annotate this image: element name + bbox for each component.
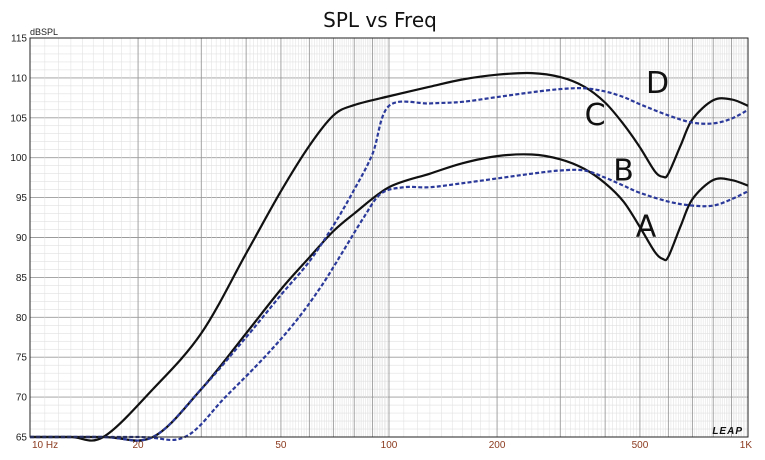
series-line-c <box>30 71 749 442</box>
x-tick-label: 1K <box>740 440 753 451</box>
y-tick-label: 90 <box>16 233 28 244</box>
series-line-d <box>30 87 749 442</box>
plot-frame <box>29 37 749 438</box>
x-tick-label: 50 <box>275 440 287 451</box>
y-tick-label: 105 <box>10 113 27 124</box>
curve-labels: ABC D <box>585 66 670 245</box>
x-tick-label: 500 <box>632 440 649 451</box>
y-axis-label: dBSPL <box>30 27 58 37</box>
x-tick-label: 100 <box>381 440 398 451</box>
curve-label-d: D <box>646 66 669 101</box>
x-tick-label: 20 <box>133 440 145 451</box>
x-tick-label: 10 Hz <box>32 440 58 451</box>
curve-label-b: B <box>613 154 634 189</box>
series-lines <box>30 71 749 442</box>
y-tick-label: 80 <box>16 313 28 324</box>
y-tick-label: 70 <box>16 393 28 404</box>
y-tick-label: 95 <box>16 193 28 204</box>
y-tick-label: 100 <box>10 153 27 164</box>
y-tick-labels: 65 70 75 80 85 90 95 100 105 110 115 <box>10 34 27 444</box>
series-line-a <box>30 153 749 442</box>
watermark-logo: LEAP <box>712 426 743 437</box>
y-tick-label: 75 <box>16 353 28 364</box>
y-tick-label: 65 <box>16 433 28 444</box>
y-tick-label: 110 <box>11 73 27 84</box>
curve-label-a: A <box>636 210 657 245</box>
chart-title: SPL vs Freq <box>323 8 437 32</box>
x-tick-labels: 10 Hz 20 50 100 200 500 1K <box>32 440 752 451</box>
x-tick-label: 200 <box>489 440 506 451</box>
y-tick-label: 115 <box>11 34 27 45</box>
series-line-b <box>30 168 749 442</box>
curve-label-c: C <box>585 98 606 133</box>
y-tick-label: 85 <box>16 273 28 284</box>
